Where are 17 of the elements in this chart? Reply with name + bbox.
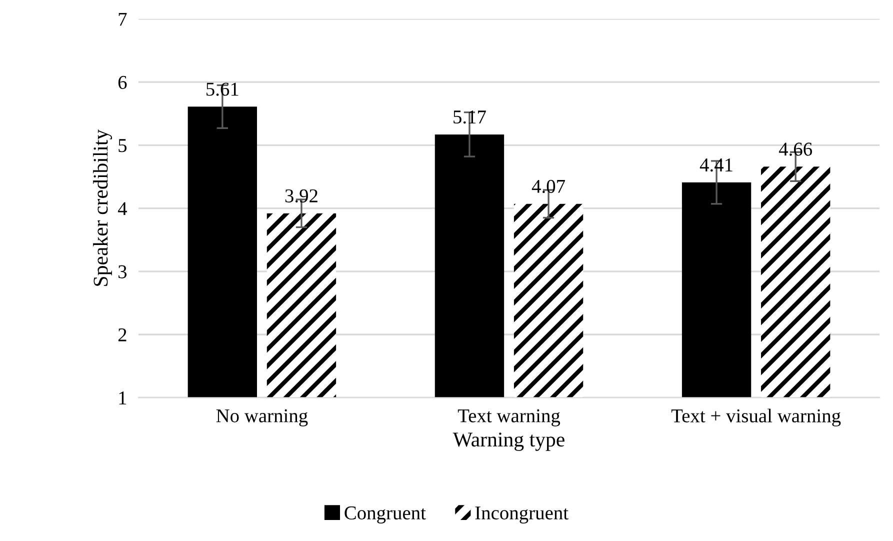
y-tick-label: 7 <box>118 12 127 26</box>
y-tick-label: 2 <box>118 328 126 342</box>
y-axis-title: Speaker credibility <box>93 129 112 286</box>
legend-label: Incongruent <box>475 506 568 524</box>
y-tick-label: 6 <box>118 76 127 89</box>
y-tick-label: 1 <box>119 392 126 404</box>
legend-label: Congruent <box>344 506 426 524</box>
y-tick-label: 3 <box>118 265 127 278</box>
x-tick-label: Text + visual warning <box>671 408 841 426</box>
data-label: 4.07 <box>532 180 565 194</box>
x-tick-label: No warning <box>216 409 308 426</box>
y-tick-label: 5 <box>118 139 127 152</box>
x-axis-title: Warning type <box>452 432 564 451</box>
y-tick-label: 4 <box>118 202 127 216</box>
data-label: 3.92 <box>285 189 318 203</box>
x-tick-label: Text warning <box>458 409 560 426</box>
data-label: 4.66 <box>778 142 812 156</box>
